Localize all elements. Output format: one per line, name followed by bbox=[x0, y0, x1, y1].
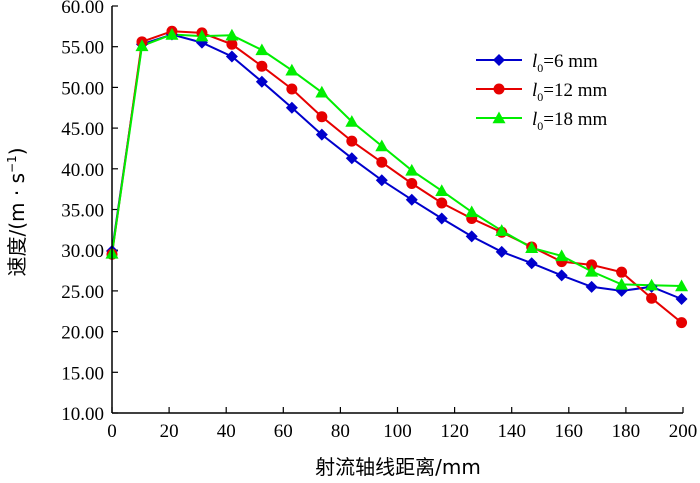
legend-label-var: l bbox=[532, 51, 537, 72]
series-3-point bbox=[525, 241, 539, 253]
series-3-point bbox=[375, 139, 389, 152]
legend-label-sub: 0 bbox=[537, 119, 543, 133]
x-tick-label: 200 bbox=[669, 421, 698, 442]
series-2-point bbox=[406, 177, 418, 189]
series-1-point bbox=[225, 50, 238, 63]
series-3-point bbox=[225, 28, 239, 41]
series-3-point bbox=[135, 39, 149, 52]
y-tick-label: 55.00 bbox=[61, 38, 104, 59]
legend-label-var: l bbox=[532, 109, 537, 130]
series-1-point bbox=[255, 75, 268, 88]
series-2-point bbox=[286, 83, 298, 95]
x-tick-label: 60 bbox=[274, 421, 293, 442]
x-tick-label: 0 bbox=[107, 421, 117, 442]
series-1-point bbox=[555, 269, 568, 282]
series-1-point bbox=[315, 128, 328, 141]
series-3-point bbox=[285, 63, 299, 76]
series-3-point bbox=[345, 115, 359, 127]
legend-marker-2 bbox=[493, 83, 505, 95]
series-markers bbox=[105, 25, 689, 329]
legend-marker-1 bbox=[493, 54, 505, 66]
series-1-point bbox=[585, 280, 598, 293]
series-2-point bbox=[316, 111, 328, 123]
series-2-point bbox=[646, 292, 658, 304]
series-1-point bbox=[525, 257, 538, 270]
series-3-point bbox=[435, 184, 449, 196]
legend-label-sub: 0 bbox=[537, 90, 543, 104]
y-tick-label: 25.00 bbox=[61, 282, 104, 303]
series-3-point bbox=[465, 205, 479, 218]
series-2-point bbox=[676, 317, 688, 329]
x-tick-label: 40 bbox=[217, 421, 236, 442]
y-axis-title-main: 速度/(m · s bbox=[5, 173, 29, 277]
y-tick-label: 35.00 bbox=[61, 201, 104, 222]
x-tick-label: 160 bbox=[555, 421, 584, 442]
legend-marker-3 bbox=[492, 111, 506, 124]
y-tick-label: 45.00 bbox=[61, 119, 104, 140]
series-line-1 bbox=[111, 33, 682, 300]
x-tick-label: 140 bbox=[497, 421, 526, 442]
y-tick-label: 40.00 bbox=[61, 160, 104, 181]
series-2-point bbox=[256, 60, 268, 72]
series-line-2 bbox=[111, 30, 683, 324]
x-tick-label: 80 bbox=[331, 421, 350, 442]
y-axis-title-sup: −1 bbox=[5, 155, 19, 173]
legend-label-sub: 0 bbox=[537, 61, 543, 75]
series-1-point bbox=[405, 193, 418, 206]
series-2-point bbox=[436, 197, 448, 209]
y-axis-title: 速度/(m · s−1) bbox=[5, 147, 29, 276]
legend-label-var: l bbox=[532, 80, 537, 101]
x-tick-label: 180 bbox=[612, 421, 641, 442]
legend-label-1: l0=6 mm bbox=[532, 51, 598, 75]
y-tick-label: 30.00 bbox=[61, 241, 104, 262]
series-3-point bbox=[555, 249, 569, 262]
series-1-point bbox=[465, 230, 478, 243]
x-tick-label: 100 bbox=[383, 421, 412, 442]
y-tick-labels: 10.00 15.00 20.00 25.00 30.00 35.00 40.00 45.00… bbox=[61, 0, 104, 425]
y-tick-label: 50.00 bbox=[61, 78, 104, 99]
series-3-point bbox=[645, 278, 659, 291]
legend-label-2: l0=12 mm bbox=[532, 80, 608, 104]
legend-label-value: =6 mm bbox=[543, 51, 598, 72]
x-tick-label: 120 bbox=[440, 421, 469, 442]
series-3-point bbox=[195, 29, 209, 42]
series-3-point bbox=[165, 27, 179, 40]
series-1-point bbox=[375, 174, 388, 187]
series-2-point bbox=[616, 266, 628, 278]
x-tick-label: 20 bbox=[160, 421, 179, 442]
series-3-point bbox=[585, 264, 599, 277]
series-2-point bbox=[376, 156, 388, 168]
series-line-3 bbox=[111, 33, 682, 287]
y-tick-label: 10.00 bbox=[61, 404, 104, 425]
series-lines bbox=[111, 30, 683, 324]
series-2-point bbox=[586, 259, 598, 271]
legend-label-value: =18 mm bbox=[543, 109, 607, 130]
y-tick-label: 15.00 bbox=[61, 363, 104, 384]
x-axis-title: 射流轴线距离/mm bbox=[315, 455, 481, 479]
legend-label-value: =12 mm bbox=[543, 80, 607, 101]
series-2-point bbox=[226, 38, 238, 50]
series-3-point bbox=[255, 43, 269, 56]
series-1-point bbox=[285, 101, 298, 114]
x-tick-labels: 0 20 40 60 80 100 120 140 160 180 200 bbox=[107, 421, 697, 442]
legend-label-3: l0=18 mm bbox=[532, 109, 608, 133]
series-3-point bbox=[405, 163, 419, 176]
series-1-point bbox=[495, 245, 508, 258]
series-3-point bbox=[615, 277, 629, 290]
series-1-point bbox=[345, 152, 358, 165]
series-3-point bbox=[315, 85, 329, 98]
series-3-point bbox=[495, 224, 509, 236]
y-tick-label: 20.00 bbox=[61, 323, 104, 344]
y-tick-label: 60.00 bbox=[61, 0, 104, 18]
series-1-point bbox=[675, 293, 688, 306]
y-axis-title-close: ) bbox=[5, 147, 29, 155]
series-1-point bbox=[435, 212, 448, 225]
series-3-point bbox=[675, 279, 689, 292]
series-2-point bbox=[346, 135, 358, 147]
